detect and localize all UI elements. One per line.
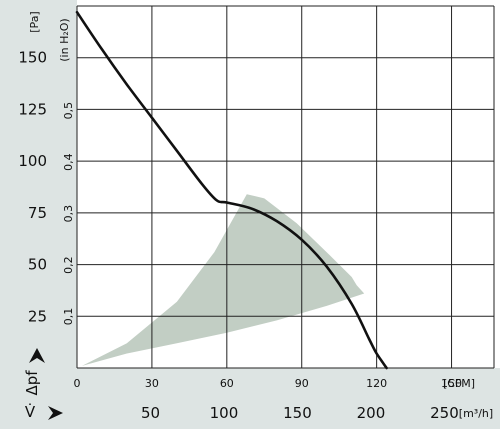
v-arrow-icon (48, 406, 63, 420)
y-left-tick-label: 25 (28, 307, 47, 325)
fan-curve-line (75, 10, 388, 370)
x-cfm-tick-label: 90 (295, 377, 309, 390)
x-cfm-tick-label: 0 (74, 377, 81, 390)
x-m3h-unit: [m³/h] (459, 407, 493, 420)
y-inner-tick-label: 0,5 (62, 102, 75, 120)
operating-region (82, 194, 365, 366)
y-left-tick-label: 75 (28, 204, 47, 222)
x-cfm-tick-label: 60 (220, 377, 234, 390)
v-symbol: V̇ (25, 402, 36, 421)
x-cfm-tick-label: 120 (366, 377, 387, 390)
x-cfm-tick-label: 150 (441, 377, 462, 390)
y-left-unit: [Pa] (28, 11, 41, 32)
y-inner-tick-label: 0,4 (62, 153, 75, 171)
y-left-tick-label: 100 (18, 152, 47, 170)
x-m3h-tick-label: 150 (283, 404, 312, 422)
y-inner-tick-label: 0,1 (62, 308, 75, 326)
x-m3h-tick-label: 50 (141, 404, 160, 422)
x-cfm-tick-label: 30 (145, 377, 159, 390)
delta-pf-arrow-icon (29, 348, 45, 363)
y-inner-tick-label: 0,3 (62, 205, 75, 223)
x-m3h-tick-label: 100 (210, 404, 239, 422)
delta-pf-symbol: Δpf (23, 370, 41, 396)
y-inner-tick-label: 0,2 (62, 256, 75, 274)
x-m3h-tick-label: 250 (430, 404, 459, 422)
y-left-tick-label: 50 (28, 256, 47, 274)
y-left-tick-label: 150 (18, 49, 47, 67)
x-m3h-tick-label: 200 (357, 404, 386, 422)
y-inner-unit: (in H₂O) (58, 18, 71, 61)
bottom-axis-panel (0, 368, 500, 429)
x-cfm-unit: [CFM] (443, 377, 475, 390)
y-left-tick-label: 125 (18, 100, 47, 118)
